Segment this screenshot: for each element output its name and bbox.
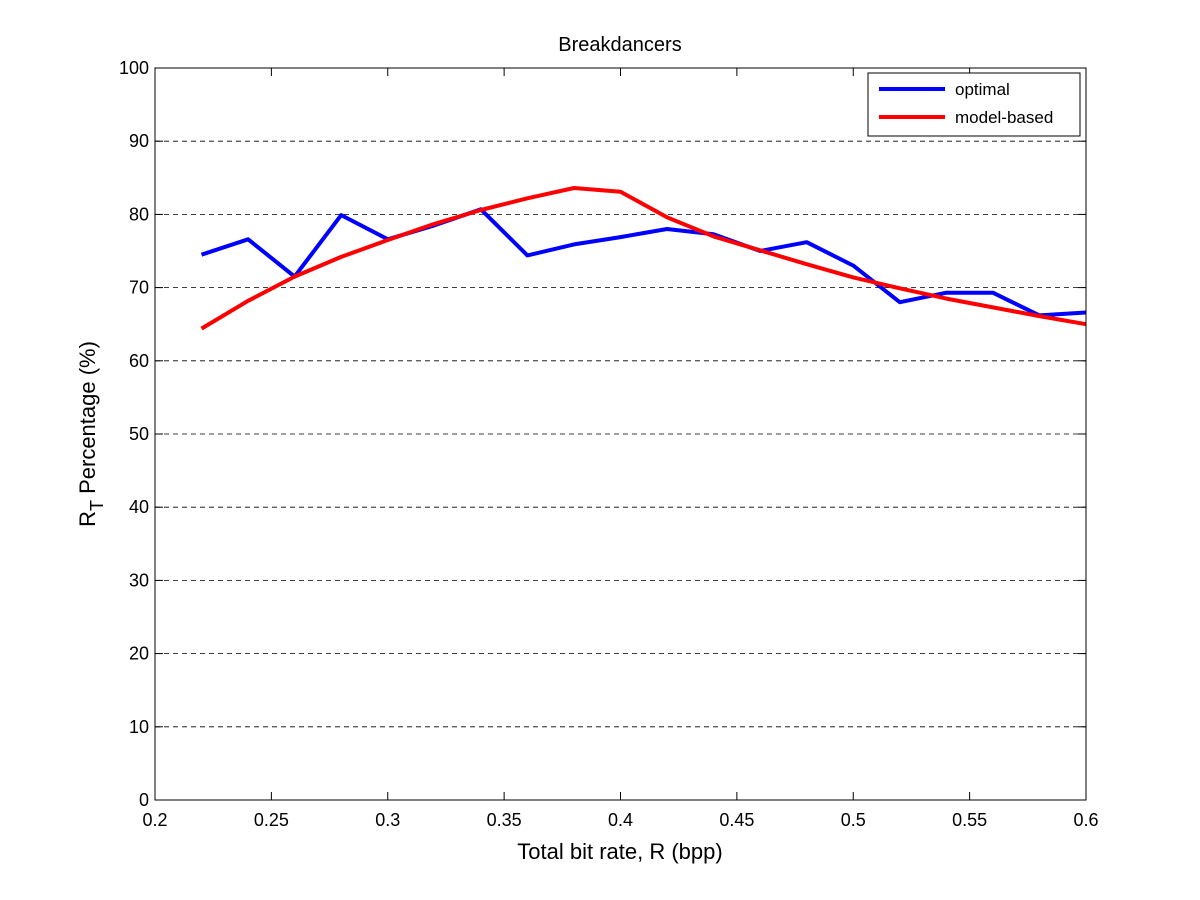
axis-ticks: 0 10 20 30 40 50 60 70 80 90 100 0.2 0.25 0.3 0.35 0.4 0… [119, 58, 1099, 830]
grid-lines [155, 140, 1086, 728]
x-tick-label: 0.5 [841, 810, 866, 830]
y-tick-label: 70 [129, 278, 149, 298]
y-tick-label: 20 [129, 644, 149, 664]
x-tick-label: 0.45 [719, 810, 754, 830]
x-axis-title: Total bit rate, R (bpp) [517, 839, 722, 864]
chart-title: Breakdancers [558, 34, 681, 56]
legend: optimal model-based [867, 72, 1081, 137]
x-tick-label: 0.4 [608, 810, 633, 830]
y-axis-title-subscript: T [87, 500, 107, 511]
legend-label-model-based: model-based [955, 108, 1053, 127]
y-tick-label: 60 [129, 351, 149, 371]
y-tick-label: 0 [139, 790, 149, 810]
y-tick-label: 80 [129, 204, 149, 224]
series-lines [200, 186, 1087, 331]
legend-label-optimal: optimal [955, 80, 1010, 99]
y-axis-title-main: R [75, 511, 100, 527]
y-tick-label: 90 [129, 131, 149, 151]
y-tick-label: 100 [119, 58, 149, 78]
y-tick-label: 40 [129, 497, 149, 517]
y-tick-label: 10 [129, 717, 149, 737]
series-line-optimal [200, 207, 1087, 318]
legend-box [867, 72, 1081, 137]
y-axis-title: RT Percentage (%) [75, 341, 107, 527]
x-tick-label: 0.35 [487, 810, 522, 830]
x-tick-label: 0.6 [1073, 810, 1098, 830]
y-axis-title-rest: Percentage (%) [75, 341, 100, 500]
x-tick-label: 0.3 [375, 810, 400, 830]
y-tick-label: 50 [129, 424, 149, 444]
x-tick-label: 0.2 [142, 810, 167, 830]
series-line-model-based [200, 186, 1087, 331]
y-tick-label: 30 [129, 570, 149, 590]
x-tick-label: 0.25 [254, 810, 289, 830]
x-tick-label: 0.55 [952, 810, 987, 830]
